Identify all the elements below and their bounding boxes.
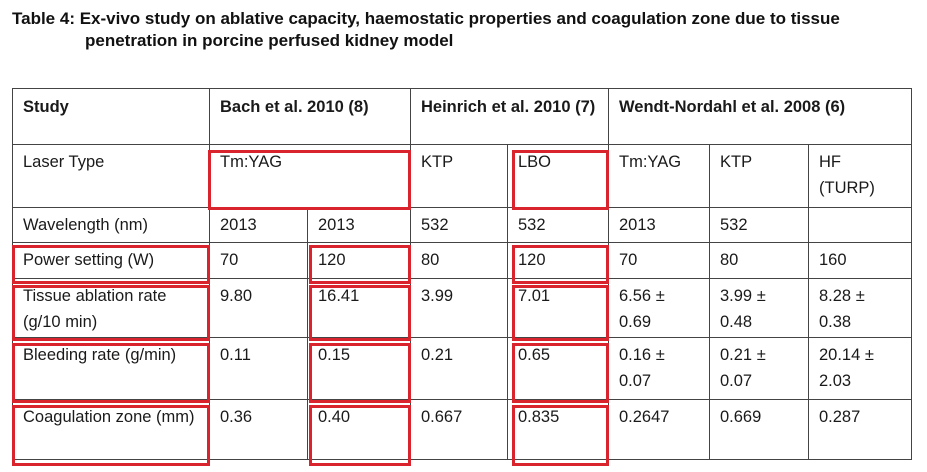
cell: 80 <box>709 242 809 279</box>
table-row: Power setting (W) 70 120 80 120 70 80 16… <box>12 242 912 279</box>
study-heinrich: Heinrich et al. 2010 (7) <box>410 88 609 145</box>
study-table: Study Bach et al. 2010 (8) Heinrich et a… <box>12 88 912 460</box>
cell: 0.835 <box>507 399 609 460</box>
cell: KTP <box>709 144 809 208</box>
study-wendt-nordahl: Wendt-Nordahl et al. 2008 (6) <box>608 88 912 145</box>
cell: LBO <box>507 144 609 208</box>
cell: 0.40 <box>307 399 411 460</box>
row-header: Coagulation zone (mm) <box>12 399 210 460</box>
table-row-laser-type: Laser Type Tm:YAG KTP LBO Tm:YAG KTP HF … <box>12 144 912 208</box>
cell: 20.14 ± 2.03 <box>808 337 912 400</box>
cell: 70 <box>209 242 308 279</box>
cell: Tm:YAG <box>209 144 411 208</box>
cell: 120 <box>507 242 609 279</box>
row-header: Bleeding rate (g/min) <box>12 337 210 400</box>
cell: 160 <box>808 242 912 279</box>
cell: 0.669 <box>709 399 809 460</box>
cell: 7.01 <box>507 278 609 338</box>
cell: 80 <box>410 242 508 279</box>
study-bach: Bach et al. 2010 (8) <box>209 88 411 145</box>
cell: 0.287 <box>808 399 912 460</box>
cell: 0.2647 <box>608 399 710 460</box>
cell: 2013 <box>608 207 710 243</box>
cell: 0.11 <box>209 337 308 400</box>
cell: 6.56 ± 0.69 <box>608 278 710 338</box>
caption-line-1: Table 4: Ex-vivo study on ablative capac… <box>12 9 840 28</box>
cell: 0.15 <box>307 337 411 400</box>
cell: 70 <box>608 242 710 279</box>
cell: 3.99 <box>410 278 508 338</box>
table-row-study: Study Bach et al. 2010 (8) Heinrich et a… <box>12 88 912 145</box>
row-header: Power setting (W) <box>12 242 210 279</box>
row-header-study: Study <box>12 88 210 145</box>
cell: 3.99 ± 0.48 <box>709 278 809 338</box>
cell: 9.80 <box>209 278 308 338</box>
cell: Tm:YAG <box>608 144 710 208</box>
row-header: Wavelength (nm) <box>12 207 210 243</box>
table-row: Bleeding rate (g/min) 0.11 0.15 0.21 0.6… <box>12 337 912 400</box>
row-header-laser-type: Laser Type <box>12 144 210 208</box>
cell: 0.21 ± 0.07 <box>709 337 809 400</box>
cell: 2013 <box>307 207 411 243</box>
cell: 532 <box>410 207 508 243</box>
cell: 0.65 <box>507 337 609 400</box>
table-row: Tissue ablation rate (g/10 min) 9.80 16.… <box>12 278 912 338</box>
cell: 120 <box>307 242 411 279</box>
cell: KTP <box>410 144 508 208</box>
cell: 0.21 <box>410 337 508 400</box>
table-caption: Table 4: Ex-vivo study on ablative capac… <box>12 8 912 52</box>
table-row: Wavelength (nm) 2013 2013 532 532 2013 5… <box>12 207 912 243</box>
row-header: Tissue ablation rate (g/10 min) <box>12 278 210 338</box>
cell: 2013 <box>209 207 308 243</box>
cell: 532 <box>709 207 809 243</box>
cell: 0.667 <box>410 399 508 460</box>
cell <box>808 207 912 243</box>
cell: HF (TURP) <box>808 144 912 208</box>
table-row: Coagulation zone (mm) 0.36 0.40 0.667 0.… <box>12 399 912 460</box>
caption-line-2: penetration in porcine perfused kidney m… <box>85 31 454 50</box>
cell: 0.36 <box>209 399 308 460</box>
cell: 0.16 ± 0.07 <box>608 337 710 400</box>
cell: 16.41 <box>307 278 411 338</box>
cell: 532 <box>507 207 609 243</box>
cell: 8.28 ± 0.38 <box>808 278 912 338</box>
